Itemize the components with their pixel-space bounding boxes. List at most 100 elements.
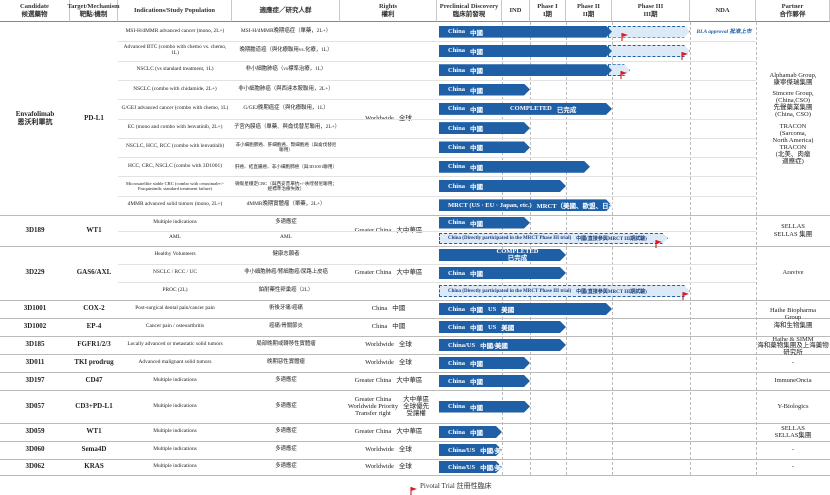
rights-column: 中國 bbox=[392, 305, 405, 312]
header-text: Target/Mechanism bbox=[67, 3, 120, 11]
bar-label: China 中國 bbox=[439, 45, 690, 57]
target-name: TKI prodrug bbox=[74, 358, 114, 367]
bar-text: 中國 bbox=[469, 29, 483, 37]
rights-text: 全球 bbox=[398, 446, 412, 454]
nda-text: BLA approval 批准上市 bbox=[696, 28, 752, 35]
indication-en: Healthy Volunteers bbox=[118, 246, 232, 264]
header-cell: NDA bbox=[690, 0, 756, 22]
rights-cell: China 中國 bbox=[340, 300, 437, 318]
pivotal-flag bbox=[682, 287, 689, 300]
indication-zh: 肝癌、結直腸癌、非小細胞肺癌（與3D1001聯用） bbox=[232, 157, 340, 176]
indication-text: 晚期膽道癌（與化療聯用vs.化療，1L） bbox=[239, 46, 333, 53]
legend: Pivotal Trial 註冊性臨床 bbox=[380, 480, 520, 492]
bar-label: China 中國 COMPLETED 已完成 bbox=[439, 103, 612, 115]
target-name: GAS6/AXL bbox=[76, 268, 112, 277]
bar-text: China bbox=[448, 28, 465, 36]
rights-text: China bbox=[371, 305, 388, 313]
rights-text: 中國 bbox=[392, 305, 406, 313]
indication-text: G/GEJ advanced cancer (combo with chemo,… bbox=[121, 104, 229, 111]
header-text: IND bbox=[509, 6, 522, 14]
target-cell: CD3+PD-L1 bbox=[70, 390, 118, 423]
progress-bar bbox=[439, 217, 530, 229]
indication-text: 癌痛/骨關節炎 bbox=[269, 323, 303, 330]
progress-bar bbox=[439, 249, 566, 261]
target-name: Sema4D bbox=[81, 445, 107, 454]
indication-zh: 非小細胞肺癌（與西達本胺聯用，2L+） bbox=[232, 80, 340, 99]
sub-row-border bbox=[118, 282, 756, 283]
partner-text: - bbox=[791, 446, 795, 454]
header-cell: Target/Mechanism 靶點/機制 bbox=[67, 0, 120, 22]
partner-cell: Aravive bbox=[756, 246, 830, 300]
indication-en: dMMR advanced solid tumors (mono, 2L+) bbox=[118, 196, 232, 215]
partner-text: TRACON bbox=[779, 143, 807, 151]
indication-text: Cancer pain / osteoarthritis bbox=[145, 323, 205, 330]
bar-label: China 中國 bbox=[439, 122, 530, 134]
sub-row-border bbox=[118, 79, 756, 81]
partner-text: SELLAS集團 bbox=[774, 432, 812, 439]
indication-text: Healthy Volunteers bbox=[154, 251, 196, 258]
candidate-cell: 3D189 bbox=[0, 215, 70, 246]
row-border bbox=[0, 215, 830, 216]
pivotal-flag bbox=[655, 235, 662, 248]
indication-en: Advanced BTC (combo with chemo vs. chemo… bbox=[118, 41, 232, 60]
pivotal-bar bbox=[439, 233, 668, 245]
rights-text: Worldwide bbox=[365, 114, 394, 122]
rights-cell: Worldwide 全球 bbox=[340, 459, 437, 475]
target-cell: FGFR1/2/3 bbox=[70, 336, 118, 354]
bar-text: China bbox=[448, 66, 465, 74]
indication-zh: 癌痛/骨關節炎 bbox=[232, 318, 340, 336]
bar-text: 中國 bbox=[469, 404, 483, 412]
candidate-cell: 3D062 bbox=[0, 459, 70, 475]
target-cell: TKI prodrug bbox=[70, 354, 118, 372]
progress-bar bbox=[439, 122, 530, 134]
target-name: COX-2 bbox=[83, 304, 105, 313]
header-text: 臨床前發現 bbox=[452, 10, 486, 18]
rights-column: 大中華區 全球優先 受讓權 bbox=[403, 396, 429, 417]
partner-text: Group bbox=[784, 314, 802, 322]
rights-text: Greater China bbox=[354, 428, 392, 436]
rights-text: 全球 bbox=[398, 359, 412, 367]
bar-label: China 中國 bbox=[439, 26, 690, 38]
progress-bar bbox=[439, 180, 566, 192]
indication-text: AML bbox=[280, 234, 292, 241]
row-border bbox=[0, 300, 830, 301]
indication-text: Advanced malignant solid tumors bbox=[138, 359, 212, 366]
header-text: 合作夥伴 bbox=[779, 10, 806, 18]
candidate-name: 3D062 bbox=[25, 462, 45, 471]
row-border bbox=[0, 475, 830, 476]
indication-text: 鉑耐藥性卵巢癌（2L） bbox=[258, 287, 314, 294]
rights-column: Greater China Worldwide Priority Transfer … bbox=[348, 396, 398, 417]
sub-row-border bbox=[118, 264, 756, 265]
header-text: 靶點/機制 bbox=[79, 10, 108, 18]
rights-text: Transfer right bbox=[355, 410, 391, 418]
flag-icon bbox=[620, 71, 627, 80]
candidate-cell: Envafolimab 恩沃利單抗 bbox=[0, 22, 70, 215]
row-border bbox=[0, 423, 830, 424]
candidate-cell: 3D1002 bbox=[0, 318, 70, 336]
header-text: NDA bbox=[715, 6, 730, 14]
header-cell: Preclinical Discovery 臨床前發現 bbox=[437, 0, 502, 22]
target-cell: KRAS bbox=[70, 459, 118, 475]
target-cell: WT1 bbox=[70, 423, 118, 441]
rights-column: 大中華區 bbox=[396, 227, 422, 234]
row-border bbox=[0, 390, 830, 391]
target-name: CD3+PD-L1 bbox=[75, 401, 113, 410]
header-cell: Candidate 候選藥物 bbox=[0, 0, 70, 22]
bar-label: China 中國 bbox=[439, 401, 530, 413]
rights-text: Worldwide Priority bbox=[347, 402, 399, 410]
indication-text: 多適應症 bbox=[275, 446, 297, 453]
target-cell: Sema4D bbox=[70, 441, 118, 459]
rights-column: Worldwide bbox=[365, 115, 394, 122]
bar-text: 中國 bbox=[469, 379, 483, 386]
indication-en: G/GEJ advanced cancer (combo with chemo,… bbox=[118, 99, 232, 118]
partner-text: Aravive bbox=[782, 269, 804, 277]
partner-text: 先聲藥業集團 bbox=[773, 104, 813, 112]
sub-row-border bbox=[118, 230, 756, 232]
bar-text: China bbox=[448, 163, 465, 171]
bar-label: China 中國 bbox=[439, 375, 530, 387]
partner-text: North America) bbox=[772, 136, 814, 144]
row-border bbox=[0, 336, 830, 337]
rights-column: Greater China bbox=[355, 227, 392, 234]
indication-zh: 多適應症 bbox=[232, 459, 340, 475]
indication-text: 多適應症 bbox=[275, 463, 297, 470]
